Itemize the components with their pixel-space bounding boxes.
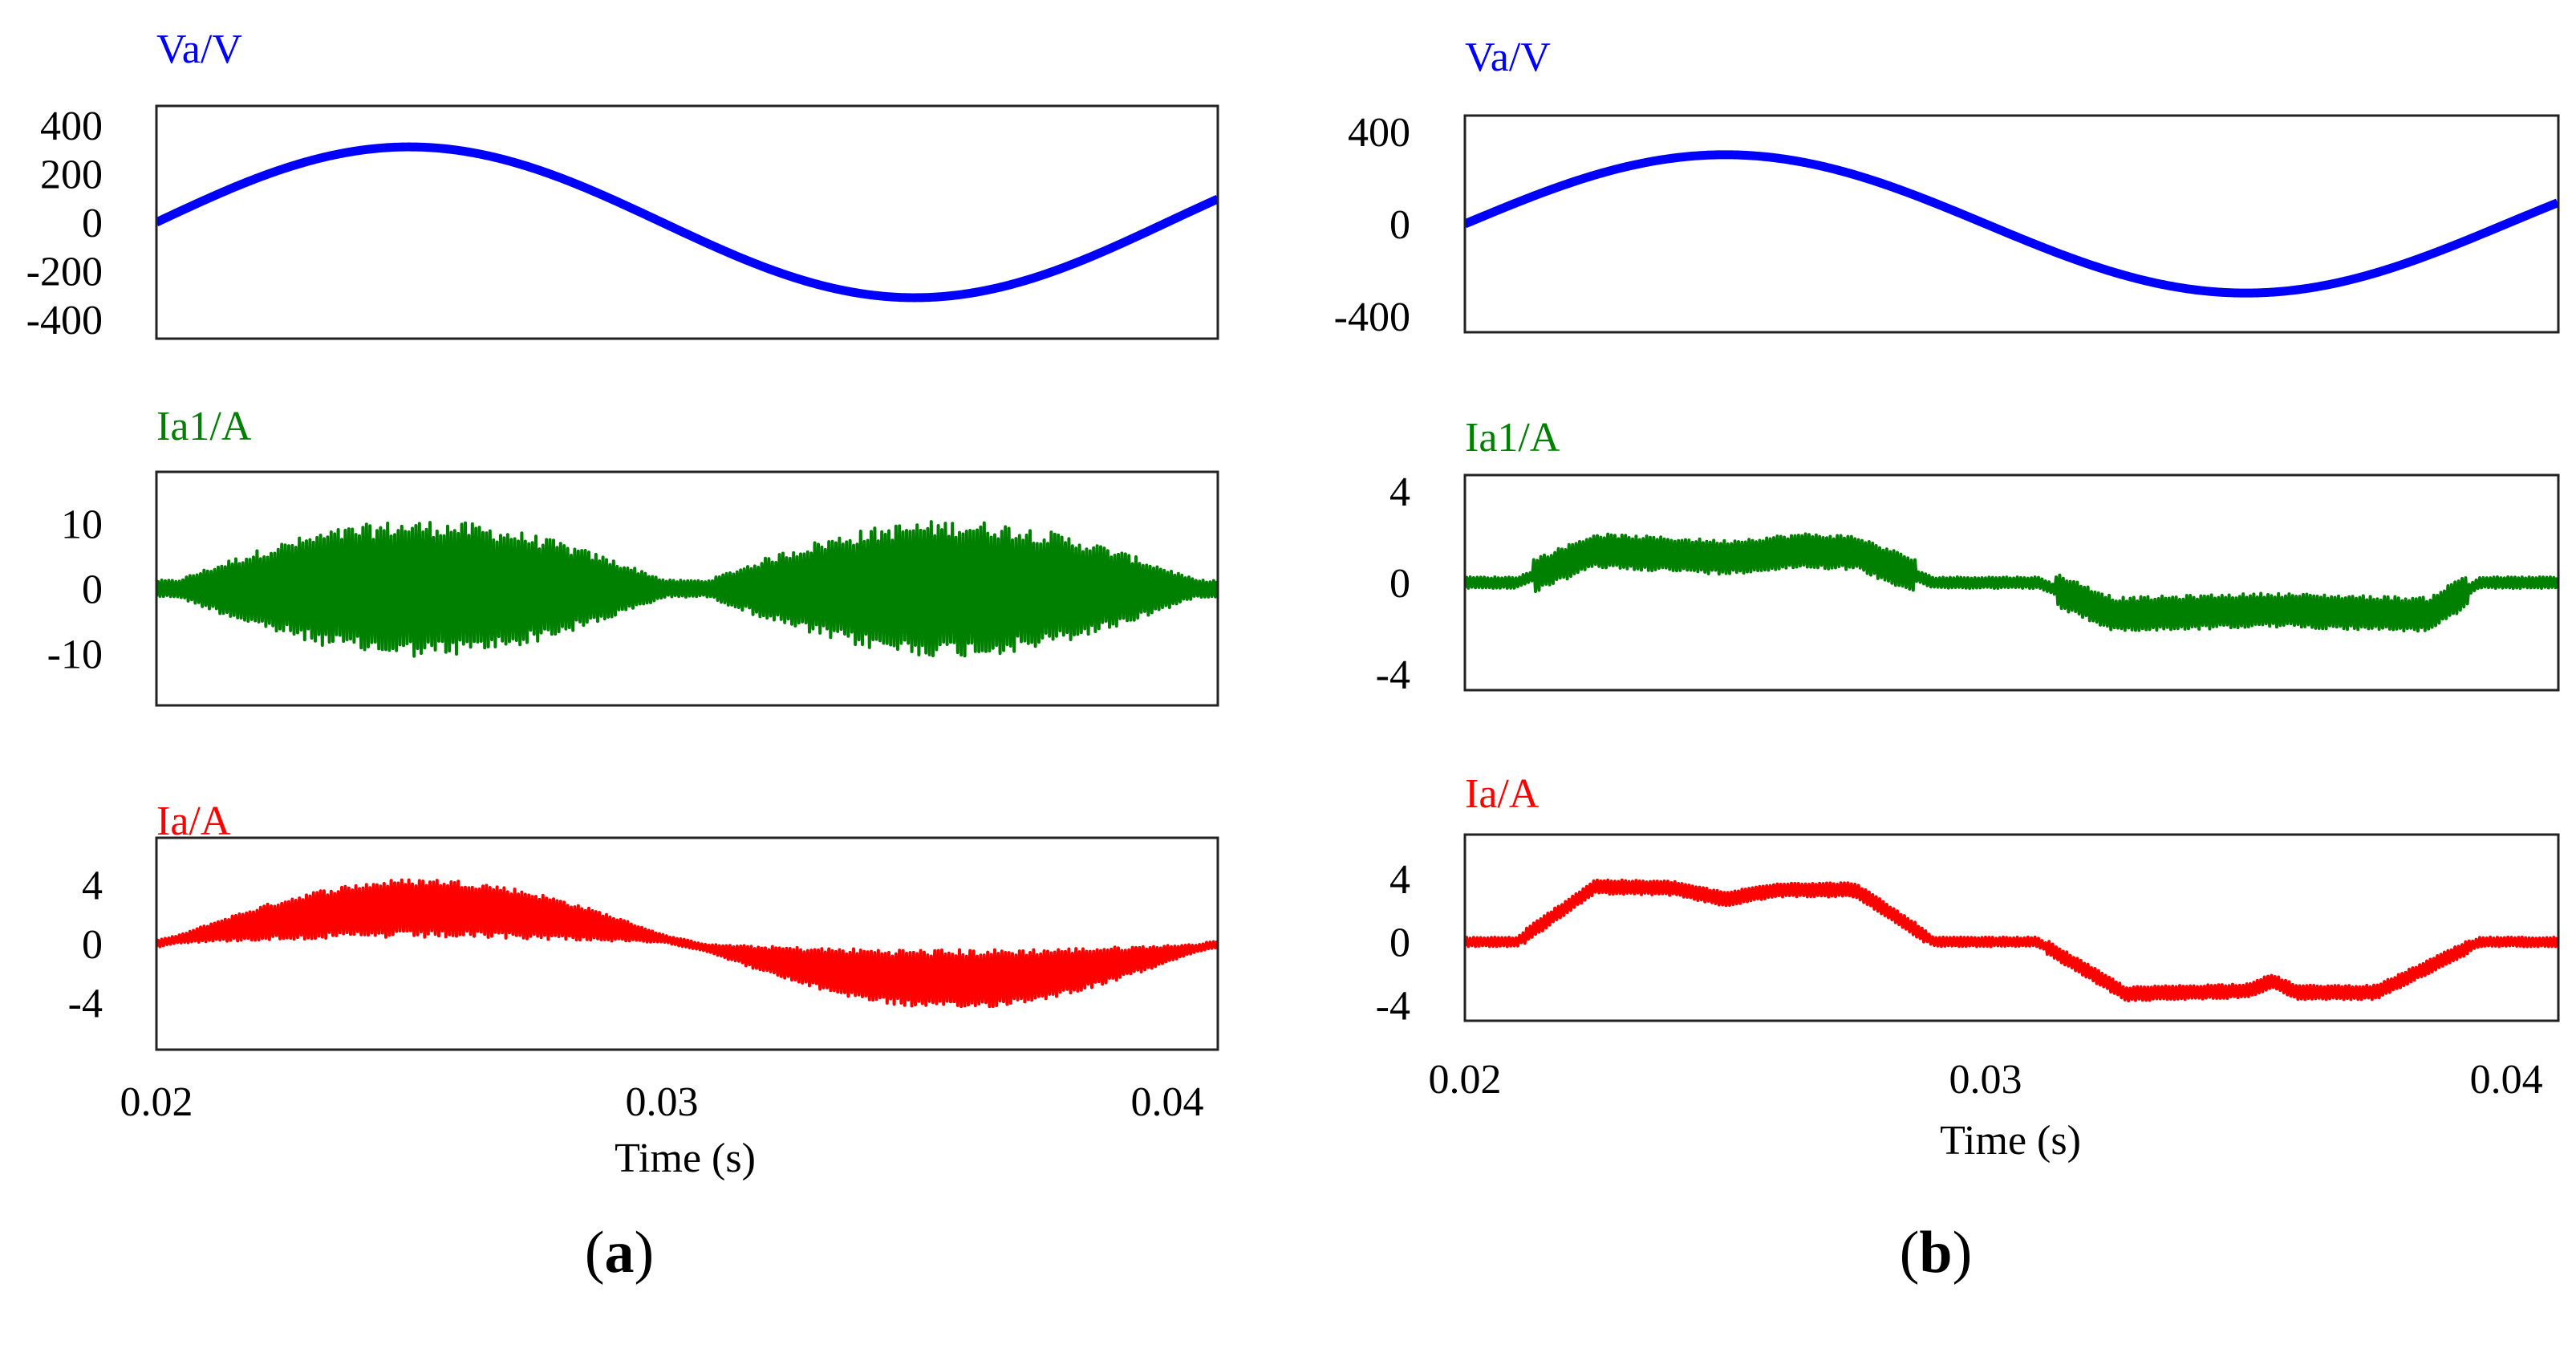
signal-line	[156, 142, 1218, 303]
x-tick-label: 0.04	[1131, 1079, 1204, 1125]
plot-frame	[155, 104, 1219, 340]
y-tick-label: -4	[1376, 983, 1410, 1029]
x-tick-label: 0.04	[2470, 1057, 2543, 1103]
plot-frame	[1463, 473, 2560, 692]
subplot-ia1-a: Ia1/A 4 0 -4	[1376, 415, 2560, 698]
caption-paren-close: )	[1953, 1220, 1973, 1286]
panel-caption: (a)	[585, 1220, 654, 1286]
y-tick-label: -4	[68, 981, 103, 1026]
plot-frame	[1463, 833, 2560, 1022]
plot-frame	[155, 470, 1219, 707]
signal-line	[156, 878, 1218, 1009]
x-axis-label: Time (s)	[615, 1136, 756, 1181]
y-tick-label: -4	[1376, 652, 1410, 698]
caption-paren-close: )	[635, 1220, 655, 1286]
subplot-ia1-a: Ia1/A 10 0 -10	[47, 404, 1219, 707]
y-tick-label: 4	[1389, 469, 1410, 515]
y-tick-label: 0	[82, 201, 103, 246]
signal-line	[1465, 150, 2558, 298]
x-tick-label: 0.02	[120, 1079, 193, 1125]
y-tick-label: 0	[82, 567, 103, 613]
x-axis-label: Time (s)	[1940, 1118, 2081, 1164]
y-tick-label: 0	[1389, 920, 1410, 966]
caption-paren-open: (	[1900, 1220, 1920, 1286]
x-tick-label: 0.03	[626, 1079, 699, 1125]
y-tick-label: 0	[82, 922, 103, 968]
subplot-va-v: Va/V 400 0 -400	[1334, 35, 2560, 340]
signal-line	[1465, 532, 2558, 633]
subplot-title: Ia1/A	[156, 404, 252, 449]
plot-frame	[155, 836, 1219, 1051]
y-tick-label: 200	[40, 152, 103, 198]
subplot-ia-a: Ia/A 4 0 -4	[1376, 771, 2560, 1029]
y-tick-label: 400	[1348, 110, 1410, 156]
subplot-title: Ia1/A	[1465, 415, 1560, 461]
y-tick-label: 0	[1389, 561, 1410, 607]
caption-paren-open: (	[585, 1220, 605, 1286]
subplot-title: Va/V	[156, 26, 242, 72]
y-tick-label: 4	[82, 863, 103, 909]
signal-line	[156, 520, 1218, 658]
y-tick-label: 400	[40, 104, 103, 149]
y-tick-label: 4	[1389, 857, 1410, 903]
panel-a: Va/V4002000-200-400Ia1/A100-10Ia/A40-40.…	[26, 26, 1219, 1286]
y-tick-label: -400	[1334, 295, 1410, 340]
caption-letter: a	[605, 1220, 635, 1286]
subplot-title: Ia/A	[1465, 771, 1540, 817]
y-tick-label: 10	[61, 502, 103, 548]
y-tick-label: 0	[1389, 202, 1410, 248]
subplot-ia-a: Ia/A40-4	[68, 798, 1219, 1051]
y-tick-label: -200	[26, 249, 103, 295]
plot-frame	[1463, 114, 2560, 334]
y-tick-label: -400	[26, 298, 103, 343]
x-tick-label: 0.03	[1949, 1057, 2022, 1103]
x-tick-label: 0.02	[1429, 1057, 1502, 1103]
y-tick-label: -10	[47, 632, 103, 677]
subplot-title: Va/V	[1465, 35, 1551, 80]
panel-caption: (b)	[1900, 1220, 1972, 1286]
signal-line	[1465, 878, 2558, 1003]
panel-b: Va/V 400 0 -400 Ia1/A 4 0 -4 Ia/A 4 0 -4 0.02 0.03 0.0…	[1334, 35, 2560, 1286]
caption-letter: b	[1919, 1220, 1952, 1286]
